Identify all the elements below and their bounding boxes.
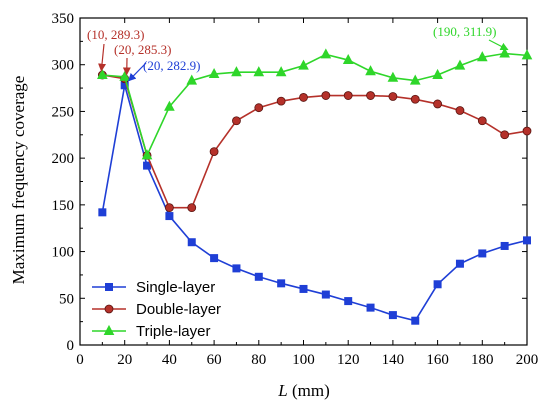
x-tick-label: 180 [471, 352, 494, 368]
x-tick-label: 140 [382, 352, 405, 368]
x-tick-label: 200 [516, 352, 539, 368]
data-point-single-layer [254, 272, 263, 281]
data-point-triple-layer [476, 51, 488, 62]
data-point-double-layer [209, 147, 219, 157]
data-point-single-layer [500, 241, 509, 250]
data-point-single-layer [299, 284, 308, 293]
data-point-triple-layer [275, 66, 287, 77]
data-point-double-layer [455, 106, 465, 115]
x-tick-label: 60 [207, 352, 222, 368]
data-point-double-layer [433, 99, 443, 109]
data-point-triple-layer [119, 70, 131, 81]
data-point-triple-layer [454, 59, 466, 70]
series-line-double-layer [102, 74, 528, 209]
data-point-triple-layer [409, 74, 421, 85]
y-tick-label: 0 [67, 338, 75, 354]
y-tick-label: 100 [52, 245, 75, 261]
data-point-double-layer [343, 91, 353, 100]
data-point-double-layer [232, 116, 241, 126]
data-point-double-layer [321, 91, 331, 100]
data-point-triple-layer [253, 66, 265, 77]
data-point-single-layer [143, 161, 152, 170]
legend-marker-single-layer [105, 283, 113, 291]
data-point-single-layer [411, 316, 420, 325]
x-axis-label: L (mm) [277, 381, 330, 400]
data-point-double-layer [388, 92, 398, 101]
annotation-label: (20, 282.9) [143, 58, 200, 73]
data-point-single-layer [277, 279, 286, 288]
y-axis-label: Maximum frequency coverage [9, 76, 28, 285]
data-point-triple-layer [387, 71, 399, 82]
legend-label: Triple-layer [136, 323, 210, 340]
plot-area: 0 20 40 60 80 100 120 140 160 180 200 0 50 100 150 200 2… [52, 11, 539, 368]
data-point-single-layer [187, 238, 196, 247]
data-point-triple-layer [432, 68, 443, 79]
data-point-triple-layer [499, 47, 510, 58]
x-axis-unit: (mm) [288, 381, 330, 400]
data-point-double-layer [254, 103, 264, 113]
data-point-triple-layer [164, 100, 175, 111]
x-tick-label: 100 [292, 352, 315, 368]
data-point-double-layer [410, 94, 420, 104]
annotation-arrow [98, 43, 107, 72]
legend-marker-triple-layer [103, 324, 115, 335]
annotation-label: (20, 285.3) [114, 42, 171, 57]
data-point-double-layer [522, 126, 532, 136]
y-tick-label: 350 [52, 11, 75, 27]
data-point-triple-layer [365, 65, 376, 76]
x-tick-label: 0 [76, 352, 84, 368]
data-point-triple-layer [208, 67, 220, 79]
data-point-double-layer [187, 203, 197, 213]
data-point-double-layer [366, 91, 375, 100]
x-axis-variable: L [277, 381, 287, 400]
annotation-arrow [128, 62, 147, 82]
data-point-triple-layer [298, 59, 309, 70]
legend: Single-layer Double-layer Triple-layer [92, 279, 221, 340]
data-point-double-layer [164, 203, 174, 213]
y-tick-label: 50 [59, 291, 74, 307]
annotation-label: (10, 289.3) [87, 27, 144, 42]
data-point-triple-layer [141, 149, 153, 160]
x-tick-label: 160 [426, 352, 449, 368]
data-point-triple-layer [521, 49, 533, 60]
x-tick-label: 80 [251, 352, 266, 368]
data-point-triple-layer [320, 48, 332, 59]
data-point-single-layer [433, 280, 442, 289]
x-tick-label: 120 [337, 352, 360, 368]
y-tick-label: 300 [52, 58, 75, 74]
data-point-single-layer [344, 297, 353, 306]
data-point-single-layer [98, 208, 107, 217]
x-tick-label: 20 [117, 352, 132, 368]
data-point-double-layer [500, 130, 510, 140]
x-tick-label: 40 [162, 352, 177, 368]
data-point-single-layer [366, 303, 375, 312]
data-point-triple-layer [231, 66, 242, 77]
y-tick-label: 200 [52, 151, 75, 167]
data-point-single-layer [165, 212, 174, 221]
data-point-single-layer [523, 236, 531, 245]
data-point-single-layer [478, 249, 487, 258]
legend-label: Single-layer [136, 279, 215, 296]
data-point-double-layer [477, 116, 487, 126]
annotation-arrow [488, 39, 509, 51]
y-tick-label: 150 [52, 198, 75, 214]
data-point-single-layer [455, 259, 464, 268]
data-point-single-layer [232, 264, 241, 273]
data-point-double-layer [276, 96, 286, 106]
legend-label: Double-layer [136, 301, 221, 318]
annotation-label: (190, 311.9) [433, 24, 496, 39]
data-point-triple-layer [97, 68, 108, 79]
data-point-single-layer [388, 311, 397, 320]
data-point-single-layer [321, 290, 330, 299]
y-tick-label: 250 [52, 104, 75, 120]
data-point-triple-layer [186, 74, 198, 85]
legend-marker-double-layer [104, 304, 114, 314]
data-point-single-layer [210, 254, 219, 263]
data-point-double-layer [299, 93, 308, 102]
data-point-triple-layer [342, 53, 354, 65]
